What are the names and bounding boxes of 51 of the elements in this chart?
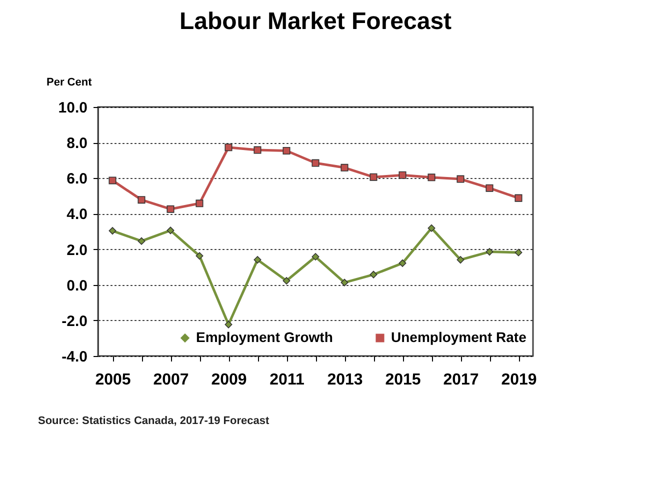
- point: [166, 205, 174, 213]
- point: [196, 200, 204, 208]
- point: [340, 278, 348, 286]
- point: [398, 259, 406, 267]
- y-tick-label: -2.0: [62, 312, 88, 330]
- point: [254, 256, 262, 264]
- legend-label: Unemployment Rate: [391, 329, 527, 345]
- x-tick-label: 2017: [443, 372, 479, 388]
- x-tick-label: 2009: [211, 372, 247, 388]
- x-tick-label: 2019: [501, 372, 537, 388]
- point: [108, 176, 116, 184]
- point: [456, 175, 464, 183]
- point: [514, 248, 522, 256]
- y-tick-label: -4.0: [62, 348, 88, 366]
- point: [166, 226, 174, 234]
- point: [138, 196, 146, 204]
- point: [282, 147, 290, 155]
- point: [340, 164, 348, 172]
- point: [428, 224, 436, 232]
- chart-title: Labour Market Forecast: [179, 8, 452, 35]
- point: [224, 144, 232, 152]
- x-tick-label: 2005: [95, 372, 131, 388]
- y-tick-label: 10.0: [58, 100, 88, 116]
- y-tick-label: 4.0: [66, 206, 88, 224]
- x-tick-label: 2013: [327, 372, 363, 388]
- x-tick-label: 2007: [153, 372, 189, 388]
- x-tick-label: 2015: [385, 372, 421, 388]
- point: [224, 320, 232, 328]
- point: [312, 253, 320, 261]
- source-note: Source: Statistics Canada, 2017-19 Forecast: [38, 415, 270, 427]
- y-tick-label: 6.0: [66, 170, 88, 188]
- point: [370, 270, 378, 278]
- y-tick-label: 0.0: [66, 277, 88, 294]
- point: [486, 248, 494, 256]
- point: [370, 173, 378, 181]
- point: [428, 174, 436, 182]
- point: [486, 184, 494, 192]
- y-tick-label: 2.0: [66, 242, 88, 259]
- point: [138, 237, 146, 245]
- y-axis-title: Per Cent: [46, 76, 92, 88]
- point: [282, 277, 290, 285]
- point: [312, 159, 320, 167]
- point: [108, 227, 116, 235]
- point: [254, 146, 262, 154]
- point: [456, 256, 464, 264]
- legend-label: Employment Growth: [196, 329, 333, 345]
- point: [514, 194, 522, 202]
- y-tick-label: 8.0: [66, 135, 88, 152]
- point: [196, 252, 204, 260]
- point: [398, 171, 406, 179]
- x-tick-label: 2011: [270, 372, 304, 388]
